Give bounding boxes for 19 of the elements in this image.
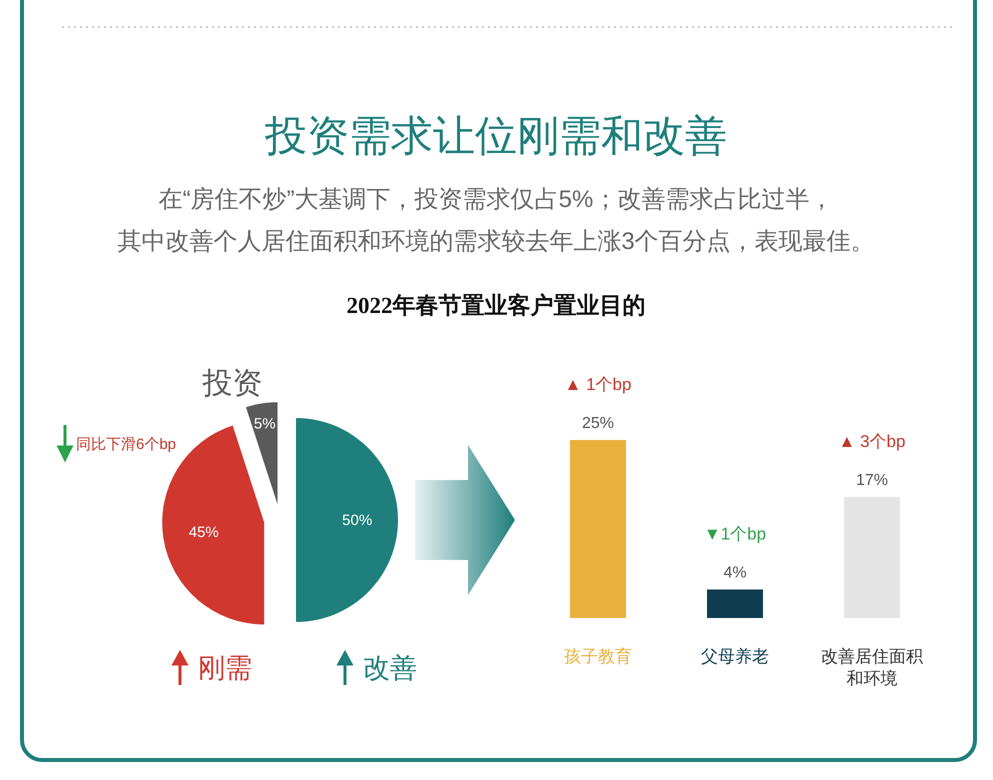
legend-label: 改善	[363, 653, 417, 683]
data-label: 5%	[254, 416, 276, 433]
data-label: 25%	[582, 415, 614, 432]
chart-title: 投资需求让位刚需和改善	[264, 112, 727, 159]
data-label: 17%	[856, 472, 888, 489]
annotation: ▼1个bp	[704, 524, 766, 544]
annotation: ▲ 3个bp	[838, 432, 906, 451]
data-label: 4%	[723, 564, 747, 582]
legend-label: 刚需	[198, 653, 252, 683]
data-label: 50%	[342, 512, 372, 529]
x-tick-label: 父母养老	[701, 647, 769, 666]
x-tick-label: 孩子教育	[564, 647, 632, 666]
text: 同比下滑6个bp	[76, 436, 176, 453]
text: 2022年春节置业客户置业目的	[346, 292, 646, 318]
text: 在“房住不炒”大基调下，投资需求仅占5%；改善需求占比过半，其中改善个人居住面积和环境的需求较去年上涨3个百分点，表现最佳。	[117, 186, 875, 255]
slice-label: 投资	[201, 367, 262, 400]
x-tick-label: 改善居住面积和环境	[821, 647, 923, 688]
annotation: ▲ 1个bp	[564, 375, 632, 394]
data-label: 45%	[188, 524, 219, 542]
